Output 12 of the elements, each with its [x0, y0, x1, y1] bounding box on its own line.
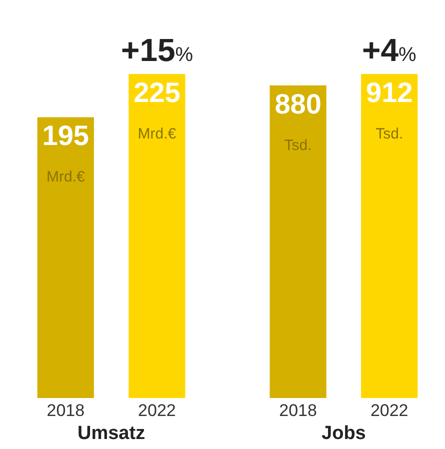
x-axis-title: Jobs [322, 422, 366, 444]
x-tick-label: 2022 [370, 401, 408, 420]
data-label: 195 Mrd.€ [42, 120, 90, 186]
data-label: 225 Mrd.€ [134, 77, 180, 142]
x-tick-label: 2018 [279, 401, 317, 420]
x-tick-label: 2018 [46, 401, 85, 420]
x-tick-label: 2022 [138, 401, 176, 420]
data-label: 912 Tsd. [366, 77, 413, 142]
x-axis-title: Umsatz [78, 422, 146, 444]
data-label: 880 Tsd. [274, 88, 322, 154]
text: +4% [362, 32, 416, 68]
text: +15% [121, 32, 194, 68]
